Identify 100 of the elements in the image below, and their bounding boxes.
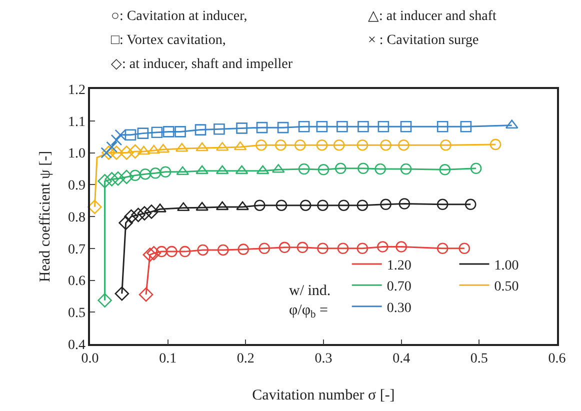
point	[119, 146, 134, 160]
point	[150, 168, 162, 179]
point	[278, 242, 290, 254]
y-axis-title: Head coefficient ψ [-]	[38, 150, 54, 282]
point	[137, 146, 150, 155]
point	[156, 144, 170, 153]
point	[460, 120, 472, 132]
point	[374, 163, 386, 175]
y-tick-label: 0.5	[68, 306, 86, 322]
point	[179, 246, 191, 258]
point	[400, 163, 412, 175]
point	[272, 164, 285, 173]
point	[336, 120, 348, 132]
point	[378, 120, 390, 132]
legend-label: 1.20	[386, 258, 412, 274]
y-tick-label: 0.8	[68, 210, 86, 226]
x-tick-label: 0.5	[470, 352, 488, 367]
point	[109, 146, 124, 160]
point	[196, 142, 208, 152]
point	[147, 144, 160, 154]
point	[175, 142, 188, 152]
point	[197, 244, 209, 256]
point	[396, 241, 407, 252]
point	[436, 120, 448, 132]
point	[140, 168, 151, 180]
point	[238, 244, 249, 255]
x-tick-label: 0.0	[81, 352, 99, 367]
point	[137, 128, 149, 139]
point	[256, 122, 268, 134]
point	[316, 139, 328, 151]
point	[400, 120, 412, 132]
point	[318, 164, 330, 176]
point	[300, 200, 312, 211]
point	[146, 246, 161, 260]
point	[358, 162, 369, 174]
point	[439, 164, 451, 176]
point	[144, 204, 159, 219]
point	[356, 200, 368, 211]
point	[333, 139, 345, 151]
y-tick-label: 1.0	[68, 146, 86, 162]
point	[124, 129, 136, 141]
point	[142, 248, 158, 262]
point	[88, 200, 102, 214]
text: □: Vortex cavitation,	[111, 33, 226, 48]
text: △: at inducer and shaft	[368, 9, 497, 24]
point	[436, 242, 448, 254]
point	[216, 201, 229, 210]
point	[102, 146, 116, 160]
point	[490, 138, 502, 150]
y-tick-label: 0.4	[68, 338, 86, 353]
text: ○: Cavitation at inducer,	[111, 9, 248, 24]
point	[151, 126, 163, 138]
point	[234, 141, 247, 150]
x-tick-label: 0.3	[314, 352, 332, 367]
point	[110, 171, 126, 186]
point	[458, 242, 470, 254]
point	[296, 242, 308, 254]
point	[137, 206, 152, 220]
point	[138, 287, 154, 302]
point	[156, 246, 168, 258]
x-axis-title: Cavitation number σ [-]	[252, 388, 395, 404]
point	[256, 139, 267, 151]
point	[464, 198, 476, 210]
point	[380, 139, 392, 151]
point	[317, 200, 328, 211]
legend-label: 0.30	[386, 300, 412, 316]
point	[166, 246, 178, 258]
point	[174, 126, 186, 138]
y-tick-label: 0.7	[68, 242, 86, 258]
point	[256, 165, 270, 174]
point	[356, 139, 368, 151]
point	[235, 165, 248, 174]
text: × : Cavitation surge	[368, 33, 479, 48]
point	[377, 241, 388, 252]
point	[316, 120, 328, 132]
point	[216, 165, 229, 174]
x-tick-label: 0.4	[392, 352, 410, 367]
point	[470, 162, 482, 174]
point	[104, 172, 119, 186]
point	[196, 202, 208, 211]
x-tick-label: 0.2	[236, 352, 254, 367]
point	[277, 122, 289, 134]
y-tick-label: 1.1	[68, 114, 86, 130]
point	[398, 139, 410, 151]
point	[119, 170, 134, 184]
point	[440, 139, 452, 151]
point	[356, 242, 368, 254]
point	[160, 166, 172, 178]
point	[196, 165, 208, 174]
point	[162, 126, 174, 138]
legend-label: 0.70	[386, 280, 412, 295]
point	[128, 144, 142, 159]
point	[380, 198, 392, 210]
text: ◇: at inducer, shaft and impeller	[111, 57, 293, 72]
y-tick-label: 1.2	[68, 82, 86, 98]
point	[217, 244, 229, 256]
point	[236, 201, 249, 210]
point	[298, 163, 310, 175]
point	[337, 242, 349, 254]
point	[358, 120, 369, 132]
